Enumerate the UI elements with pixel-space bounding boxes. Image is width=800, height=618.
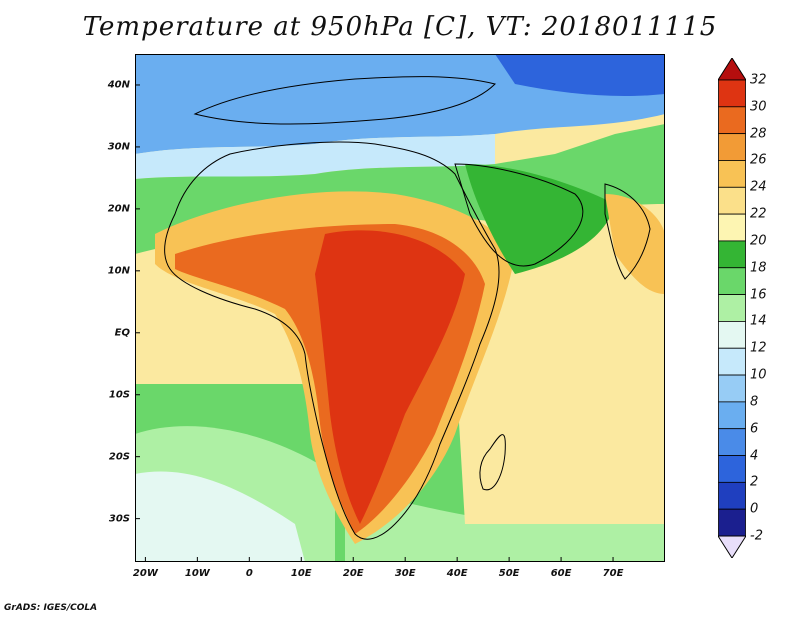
colorbar-swatch bbox=[718, 347, 746, 376]
grads-credit: GrADS: IGES/COLA bbox=[4, 603, 98, 613]
lon-label: 30E bbox=[394, 568, 416, 579]
colorbar-swatch bbox=[718, 508, 746, 537]
colorbar-swatch bbox=[718, 267, 746, 295]
colorbar-swatch bbox=[718, 133, 746, 161]
colorbar-level-label: 32 bbox=[750, 72, 767, 88]
lon-label: 70E bbox=[602, 568, 624, 579]
field-se-ocean bbox=[455, 304, 665, 524]
field-north-colder bbox=[495, 54, 665, 96]
europe-coastline bbox=[193, 76, 496, 125]
lat-label: 30N bbox=[107, 141, 130, 153]
colorbar-swatch bbox=[718, 213, 746, 242]
lat-label: 10N bbox=[107, 265, 130, 277]
lon-label: 50E bbox=[498, 568, 520, 579]
lat-label: 20S bbox=[108, 451, 130, 463]
field-south-pale bbox=[345, 494, 665, 562]
colorbar-level-label: 22 bbox=[750, 206, 767, 222]
colorbar-bottom-triangle bbox=[718, 535, 746, 558]
lon-label: 40E bbox=[446, 568, 468, 579]
colorbar-level-label: 2 bbox=[750, 474, 759, 490]
field-africa-hottest bbox=[315, 230, 465, 525]
madagascar-coastline bbox=[479, 434, 506, 491]
colorbar-level-label: 18 bbox=[750, 260, 767, 276]
colorbar-level-label: 16 bbox=[750, 287, 767, 303]
field-south-cyan bbox=[135, 471, 305, 562]
colorbar-level-label: 8 bbox=[750, 394, 759, 410]
colorbar-level-label: 0 bbox=[750, 501, 759, 517]
lon-label: 20E bbox=[342, 568, 364, 579]
india-coastline bbox=[604, 183, 651, 280]
lon-label: 0 bbox=[245, 568, 253, 579]
colorbar-swatch bbox=[718, 294, 746, 322]
temperature-map bbox=[135, 54, 665, 562]
colorbar-level-label: 20 bbox=[750, 233, 767, 249]
axis-ticks bbox=[135, 84, 614, 562]
colorbar-level-label: 12 bbox=[750, 340, 767, 356]
colorbar-level-label: 30 bbox=[750, 99, 767, 115]
africa-coastline bbox=[164, 141, 500, 540]
map-border bbox=[135, 54, 665, 562]
colorbar bbox=[718, 58, 746, 558]
field-arabia bbox=[465, 164, 615, 274]
lon-label: 60E bbox=[550, 568, 572, 579]
arabia-coastline bbox=[454, 163, 584, 267]
lat-label: 30S bbox=[108, 513, 130, 525]
colorbar-swatch bbox=[718, 455, 746, 483]
colorbar-swatch bbox=[718, 160, 746, 188]
colorbar-swatch bbox=[718, 374, 746, 403]
colorbar-level-label: 14 bbox=[750, 313, 767, 329]
colorbar-swatch bbox=[718, 481, 746, 510]
colorbar-level-label: 28 bbox=[750, 126, 767, 142]
lat-label: 40N bbox=[107, 79, 130, 91]
colorbar-swatch bbox=[718, 401, 746, 430]
colorbar-swatch bbox=[718, 79, 746, 108]
colorbar-swatch bbox=[718, 186, 746, 215]
colorbar-swatch bbox=[718, 240, 746, 269]
colorbar-swatch bbox=[718, 428, 746, 456]
colorbar-level-label: 6 bbox=[750, 421, 759, 437]
lon-label: 20W bbox=[132, 568, 158, 579]
colorbar-level-label: 24 bbox=[750, 179, 767, 195]
colorbar-level-label: 26 bbox=[750, 152, 767, 168]
colorbar-top-triangle bbox=[718, 58, 746, 81]
field-india bbox=[605, 194, 665, 294]
colorbar-level-label: 10 bbox=[750, 367, 767, 383]
colorbar-swatch bbox=[718, 321, 746, 349]
lat-label: 10S bbox=[108, 389, 130, 401]
lat-label: 20N bbox=[107, 203, 130, 215]
lon-label: 10E bbox=[290, 568, 312, 579]
colorbar-swatch bbox=[718, 106, 746, 135]
colorbar-level-label: 4 bbox=[750, 448, 759, 464]
lat-label: EQ bbox=[114, 327, 130, 339]
field-north-cool bbox=[135, 134, 495, 179]
colorbar-level-label: -2 bbox=[750, 528, 763, 544]
lon-label: 10W bbox=[184, 568, 210, 579]
map-title: Temperature at 950hPa [C], VT: 201801111… bbox=[82, 12, 718, 42]
